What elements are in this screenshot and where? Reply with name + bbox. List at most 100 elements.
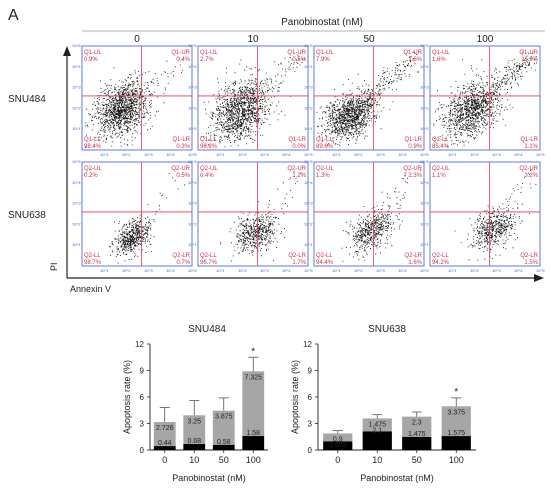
x-tick-label: 0 xyxy=(335,455,340,465)
x-tick-label: 10^4 xyxy=(282,152,291,157)
bar-early-apoptosis xyxy=(362,431,392,450)
y-tick-label: 10^1 xyxy=(72,126,81,131)
quadrant-ul-label: Q2-UL xyxy=(200,166,218,172)
y-tick-label: 10^3 xyxy=(188,85,197,90)
data-label-late: 3.875 xyxy=(215,414,233,421)
x-tick-label: 10^1 xyxy=(332,152,341,157)
quadrant-ur: 1.2% xyxy=(292,173,306,179)
x-axis-label: Panobinostat (nM) xyxy=(172,473,246,483)
quadrant-ur: 0.5% xyxy=(292,57,306,63)
bar-early-apoptosis xyxy=(242,436,265,450)
dot-plot-frame xyxy=(197,161,309,267)
x-tick-label: 10^4 xyxy=(166,268,175,273)
pi-axis-arrowhead xyxy=(63,46,71,56)
bar-late-apoptosis xyxy=(402,416,432,437)
cell-line-label: SNU638 xyxy=(8,210,46,221)
event-dots xyxy=(201,52,306,148)
y-tick-label: 10^1 xyxy=(188,242,197,247)
y-tick-label: 10^5 xyxy=(72,43,81,48)
bar-late-apoptosis xyxy=(323,433,353,442)
quadrant-ll-label: Q1-LL xyxy=(316,137,333,143)
quadrant-ll: 98.7% xyxy=(84,260,102,266)
dot-plot-panel: 10^1 10^1 10^2 10^2 10^3 10^3 10^4 10^4 10^5 10^5… xyxy=(188,43,313,157)
data-label-early: 0.44 xyxy=(158,440,172,447)
x-tick-label: 10^5 xyxy=(536,268,545,273)
dot-plot-frame xyxy=(197,45,309,151)
y-tick-label: 10^4 xyxy=(420,180,429,185)
quadrant-lr-label: Q1-LR xyxy=(404,137,422,143)
dot-plot-panel: 10^1 10^1 10^2 10^2 10^3 10^3 10^4 10^4 10^5 10^5… xyxy=(72,43,197,157)
data-label-early: 0.975 xyxy=(329,442,347,449)
x-tick-label: 10^2 xyxy=(238,268,247,273)
quadrant-ur-label: Q1-UR xyxy=(287,50,306,56)
quadrant-ur-label: Q1-UR xyxy=(403,50,422,56)
quadrant-ur-label: Q2-UR xyxy=(519,166,538,172)
x-tick-label: 10^1 xyxy=(448,152,457,157)
quadrant-ul: 1.6% xyxy=(432,57,446,63)
y-tick-label: 10^5 xyxy=(420,43,429,48)
y-tick-label: 10^5 xyxy=(304,43,313,48)
quadrant-ul: 0.9% xyxy=(84,57,98,63)
x-tick-label: 10^4 xyxy=(282,268,291,273)
x-tick-label: 10^4 xyxy=(398,152,407,157)
x-tick-label: 10^1 xyxy=(216,152,225,157)
quadrant-ll-label: Q2-LL xyxy=(200,253,217,259)
x-tick-label: 50 xyxy=(412,455,422,465)
dot-plot-frame xyxy=(429,45,541,151)
y-tick-label: 10^4 xyxy=(72,64,81,69)
x-tick-label: 10^4 xyxy=(166,152,175,157)
y-tick-label: 10^3 xyxy=(420,85,429,90)
dose-label: 10 xyxy=(247,34,259,45)
quadrant-ll-label: Q1-LL xyxy=(200,137,217,143)
bar-late-apoptosis xyxy=(183,415,206,444)
quadrant-lr-label: Q1-LR xyxy=(520,137,538,143)
quadrant-ur-label: Q2-UR xyxy=(171,166,190,172)
x-tick-label: 10^1 xyxy=(448,268,457,273)
dose-label: 50 xyxy=(363,34,375,45)
bar-chart-snu484: SNU484 0 3 6 9 12 Apoptosis rate (%) 2.726 0.44 0… xyxy=(122,324,268,483)
data-label-early: 1.475 xyxy=(408,431,426,438)
y-axis-label: Apoptosis rate (%) xyxy=(122,360,132,434)
y-tick-label: 3 xyxy=(140,420,145,429)
quadrant-lr-label: Q1-LR xyxy=(288,137,306,143)
quadrant-ll: 96.8% xyxy=(200,144,218,150)
quadrant-ul: 0.4% xyxy=(200,173,214,179)
bar-late-apoptosis xyxy=(362,418,392,432)
y-tick-label: 10^1 xyxy=(304,126,313,131)
quadrant-ul: 2.7% xyxy=(200,57,214,63)
y-tick-label: 10^3 xyxy=(188,201,197,206)
y-tick-label: 12 xyxy=(135,340,144,349)
event-dots xyxy=(341,169,421,262)
quadrant-ul: 1.1% xyxy=(432,173,446,179)
quadrant-ur: 3.2% xyxy=(524,173,538,179)
data-label-late: 7.325 xyxy=(244,374,262,381)
quadrant-ul-label: Q2-UL xyxy=(84,166,102,172)
data-label-late: 1.475 xyxy=(368,421,386,428)
data-label-early: 0.58 xyxy=(217,439,231,446)
bar-late-apoptosis xyxy=(212,410,235,445)
x-tick-label: 100 xyxy=(449,455,464,465)
event-dots xyxy=(316,51,419,146)
quadrant-lr: 1.6% xyxy=(408,260,422,266)
y-tick-label: 10^4 xyxy=(304,64,313,69)
dot-plot-panel: 10^1 10^1 10^2 10^2 10^3 10^3 10^4 10^4 10^5 10^5… xyxy=(420,43,545,157)
y-tick-label: 10^3 xyxy=(420,201,429,206)
y-tick-label: 10^5 xyxy=(188,43,197,48)
significance-marker: * xyxy=(454,387,458,398)
quadrant-lr: 0.9% xyxy=(408,144,422,150)
quadrant-ll-label: Q1-LL xyxy=(432,137,449,143)
y-tick-label: 10^4 xyxy=(304,180,313,185)
bar-early-apoptosis xyxy=(212,444,235,450)
quadrant-ul: 0.2% xyxy=(84,173,98,179)
y-tick-label: 10^1 xyxy=(304,242,313,247)
y-tick-label: 10^3 xyxy=(304,201,313,206)
x-tick-label: 10^3 xyxy=(144,152,153,157)
quadrant-lr-label: Q2-LR xyxy=(172,253,190,259)
quadrant-lr: 0.3% xyxy=(176,144,190,150)
y-tick-label: 10^3 xyxy=(72,85,81,90)
y-tick-label: 10^4 xyxy=(420,64,429,69)
y-tick-label: 10^3 xyxy=(72,201,81,206)
quadrant-ul-label: Q1-UL xyxy=(84,50,102,56)
x-tick-label: 10^3 xyxy=(144,268,153,273)
y-tick-label: 10^1 xyxy=(72,242,81,247)
